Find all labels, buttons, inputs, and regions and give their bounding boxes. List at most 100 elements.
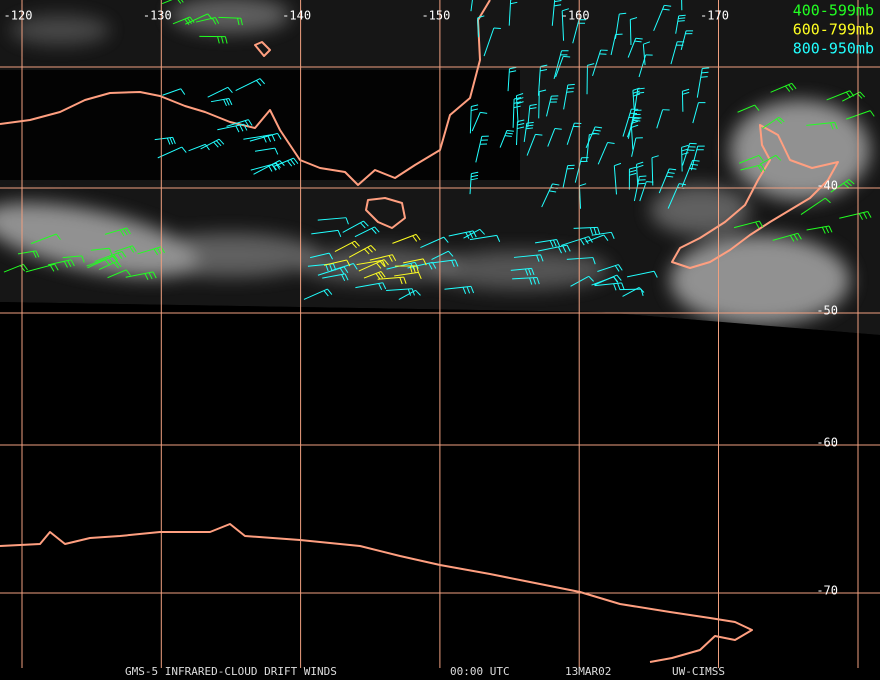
barb-tick xyxy=(566,91,574,93)
wind-barb xyxy=(566,122,575,145)
barb-tick xyxy=(293,157,299,164)
wind-barb xyxy=(25,263,55,273)
barb-tick xyxy=(506,129,514,132)
barb-tick xyxy=(470,177,478,181)
barb-tick xyxy=(517,126,525,130)
barb-tick xyxy=(451,260,455,268)
wind-barb xyxy=(680,30,687,51)
wind-barb xyxy=(162,88,181,96)
barb-tick xyxy=(505,132,513,135)
barb-tick xyxy=(32,251,37,258)
barb-tick xyxy=(116,261,122,268)
barb-tick xyxy=(172,137,176,145)
barb-tick xyxy=(267,135,272,142)
footer-text: UW-CIMSS xyxy=(672,665,725,678)
barb-tick xyxy=(513,96,522,100)
wind-barb xyxy=(210,98,230,103)
barb-tick xyxy=(629,169,637,173)
barb-tick xyxy=(845,181,852,187)
barb-tick xyxy=(637,87,645,90)
barb-tick xyxy=(557,246,562,254)
barb-tick xyxy=(509,66,517,70)
wind-barb xyxy=(526,134,536,156)
barb-tick xyxy=(341,274,346,282)
barb-tick xyxy=(556,239,560,247)
wind-barb xyxy=(107,269,127,279)
longitude-label: -170 xyxy=(700,9,729,23)
barb-tick xyxy=(418,272,422,280)
barb-tick xyxy=(378,272,384,279)
longitude-label: -160 xyxy=(561,9,590,23)
wind-barb xyxy=(86,255,114,267)
barb-tick xyxy=(121,251,127,258)
barb-tick xyxy=(552,239,557,247)
barb-tick xyxy=(789,235,795,242)
barb-tick xyxy=(567,87,575,90)
barb-tick xyxy=(682,91,690,95)
barb-tick xyxy=(108,248,113,255)
barb-tick xyxy=(354,240,360,247)
barb-tick xyxy=(323,290,329,297)
barb-tick xyxy=(428,262,433,270)
barb-tick xyxy=(156,247,162,255)
wind-barb xyxy=(632,90,635,110)
wind-barb xyxy=(585,126,596,148)
wind-barb xyxy=(48,259,72,266)
wind-barb xyxy=(633,88,639,118)
wind-barb xyxy=(322,273,346,279)
wind-barb xyxy=(508,0,512,26)
barb-tick xyxy=(35,250,40,258)
wind-barb xyxy=(363,271,382,279)
barb-tick xyxy=(595,126,603,129)
latitude-label: -40 xyxy=(816,179,838,193)
barb-tick xyxy=(848,179,855,185)
wind-barb xyxy=(594,274,618,286)
barb-tick xyxy=(634,40,642,43)
barb-tick xyxy=(700,76,708,78)
barb-tick xyxy=(858,213,863,220)
barb-tick xyxy=(214,17,220,24)
barb-tick xyxy=(549,190,557,193)
barb-tick xyxy=(479,228,485,235)
wind-barb xyxy=(670,41,678,65)
barb-tick xyxy=(631,120,639,124)
barb-tick xyxy=(821,226,826,234)
wind-barb xyxy=(626,270,655,278)
barb-tick xyxy=(327,288,333,295)
wind-barb xyxy=(826,90,850,101)
barb-tick xyxy=(579,183,587,187)
barb-tick xyxy=(70,259,75,267)
wind-barb xyxy=(448,230,474,237)
wind-barb xyxy=(114,245,133,253)
footer-text: 00:00 UTC xyxy=(450,665,510,678)
barb-tick xyxy=(824,197,831,204)
barb-tick xyxy=(579,238,585,246)
barb-tick xyxy=(63,261,68,268)
barb-tick xyxy=(617,283,621,291)
wind-barb xyxy=(610,34,617,56)
wind-barb xyxy=(800,197,826,215)
barb-tick xyxy=(775,155,782,161)
wind-barb xyxy=(597,264,619,273)
barb-tick xyxy=(843,182,850,189)
wind-barb xyxy=(471,112,481,132)
barb-tick xyxy=(867,211,872,218)
barb-tick xyxy=(290,159,296,166)
barb-tick xyxy=(412,265,416,273)
barb-tick xyxy=(610,232,615,239)
barb-tick xyxy=(271,134,276,142)
barb-tick xyxy=(471,174,479,178)
barb-tick xyxy=(113,255,118,263)
wind-barb xyxy=(463,228,481,239)
barb-tick xyxy=(217,36,220,44)
wind-barb xyxy=(323,259,347,266)
wind-barb xyxy=(563,84,569,110)
latitude-label: -50 xyxy=(816,304,838,318)
barb-tick xyxy=(629,166,637,170)
barb-tick xyxy=(640,288,644,296)
longitude-label: -150 xyxy=(421,9,450,23)
barb-tick xyxy=(629,172,637,176)
wind-barb xyxy=(574,157,583,183)
